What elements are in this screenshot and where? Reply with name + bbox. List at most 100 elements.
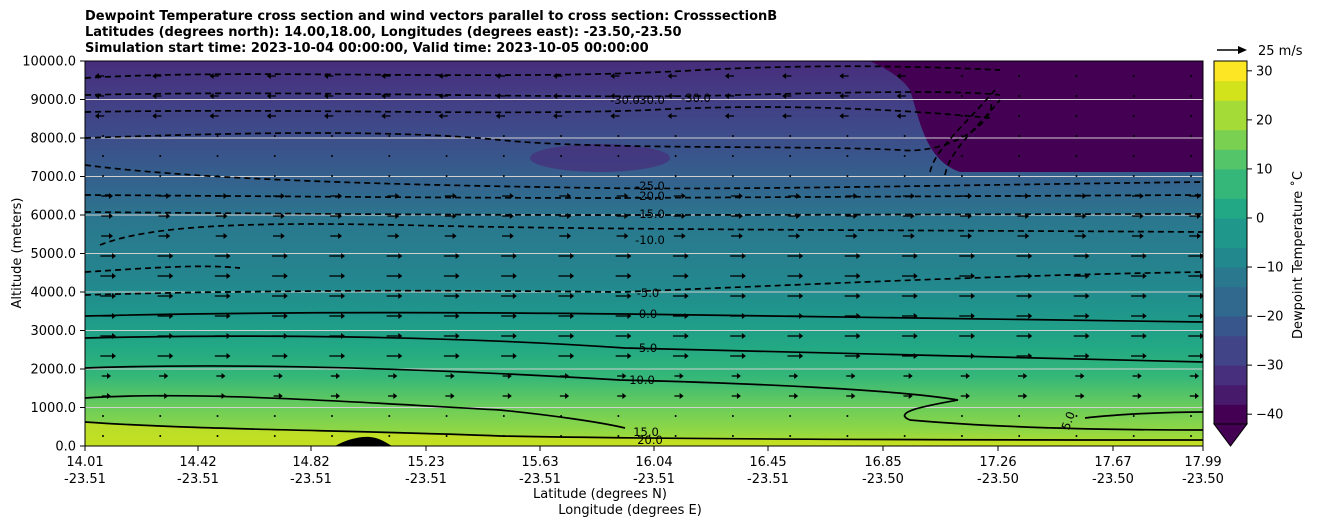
wind-vector [617,393,627,399]
wind-vector [272,213,285,219]
wind-vector [1075,95,1078,97]
wind-vector [560,135,563,137]
wind-vector [330,233,343,239]
x-tick-label-lat: 16.04 [635,455,672,470]
colorbar-band [1214,61,1247,72]
wind-vector [329,293,346,299]
wind-vector [102,175,104,177]
wind-vector [388,135,391,137]
wind-vector [1190,155,1192,157]
wind-vector [386,313,403,319]
wind-vector [272,273,288,279]
colorbar-band [1214,286,1247,297]
wind-vector [501,353,517,359]
wind-vector [329,353,346,359]
wind-vector [388,373,398,379]
wind-vector [960,393,970,399]
wind-vector [216,135,219,137]
wind-vector [102,415,104,417]
wind-vector [559,233,572,239]
wind-vector [438,113,448,119]
wind-vector [1018,115,1021,117]
colorbar-band [1214,325,1247,337]
wind-vector [1018,373,1028,379]
wind-vector [502,393,512,399]
wind-vector [1132,373,1142,379]
wind-vector [502,415,505,417]
wind-vector [101,393,111,399]
wind-vector [1131,313,1147,319]
contour-label: -25.0 [635,179,665,193]
wind-vector [324,113,334,119]
wind-vector [1075,155,1078,157]
wind-vector [1131,233,1144,239]
wind-vector [672,293,689,299]
quiver-key-label: 25 m/s [1258,44,1303,59]
colorbar-label: Dewpoint Temperature ˚C [1290,171,1306,339]
wind-vector [445,415,448,417]
wind-vector [553,93,563,99]
wind-vector [1188,353,1203,359]
wind-vector [215,213,228,219]
wind-vector [789,155,792,157]
wind-vector [214,253,231,259]
wind-vector [559,373,570,379]
contour-label: 20.0 [637,433,663,447]
wind-vector [730,253,746,259]
wind-vector [674,175,677,177]
x-tick-label-lon: -23.50 [1092,472,1134,487]
wind-vector [443,333,460,339]
wind-vector [959,253,975,259]
wind-vector [674,135,677,137]
wind-vector [558,353,575,359]
wind-vector [844,353,861,359]
wind-vector [501,293,517,299]
wind-vector [272,293,288,299]
wind-vector [100,353,116,359]
wind-vector [159,415,162,417]
wind-vector [846,373,856,379]
colorbar-band [1214,149,1247,160]
wind-vector [95,113,105,119]
wind-vector [1073,313,1090,319]
wind-vector [159,175,162,177]
colorbar-band [1214,198,1247,209]
colorbar-band [1214,296,1247,307]
wind-vector [216,373,226,379]
y-tick-label: 10000.0 [22,55,76,70]
wind-vector [1073,353,1090,359]
wind-vector [330,373,341,379]
x-tick-label-lon: -23.50 [977,472,1019,487]
wind-vector [158,233,171,239]
colorbar-band [1214,355,1247,366]
wind-vector [844,293,861,299]
wind-vector [444,233,457,239]
colorbar-band [1214,335,1247,347]
colorbar-band [1214,208,1247,219]
wind-vector [324,73,334,79]
wind-vector [438,93,448,99]
wind-vector [1188,313,1203,319]
wind-vector [157,293,174,299]
contour-label: -5.0 [637,286,659,300]
wind-vector [445,175,448,177]
x-axis-label-latitude: Latitude (degrees N) [533,487,667,502]
wind-vector [902,213,915,219]
wind-vector [731,135,734,137]
colorbar-band [1214,70,1247,82]
colorbar-band [1214,276,1247,288]
wind-vector [272,233,285,239]
wind-vector [672,273,689,279]
wind-vector [1017,193,1030,199]
wind-vector [789,175,792,177]
wind-vector [782,93,792,99]
wind-vector [1018,135,1021,137]
horizontal-gridlines [85,99,1203,408]
y-tick-label: 1000.0 [31,401,77,416]
colorbar-band [1214,129,1247,140]
wind-vector [444,213,457,219]
wind-vector [960,155,963,157]
colorbar-frame [1213,60,1248,425]
wind-vector [959,333,975,339]
wind-vector [216,393,226,399]
